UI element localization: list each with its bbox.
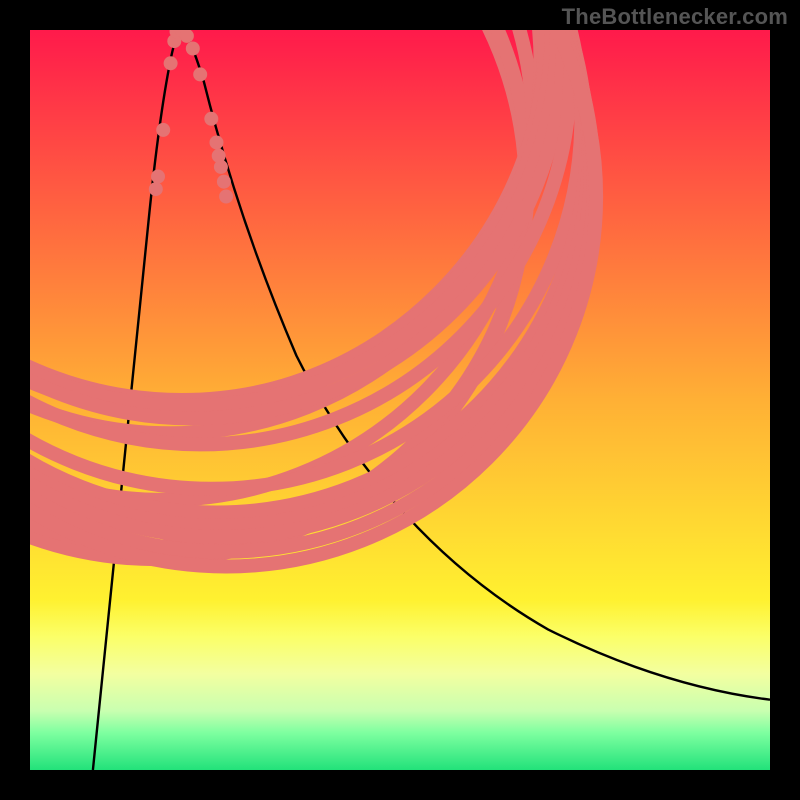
- plot-area: [30, 30, 770, 770]
- figure-outer: TheBottlenecker.com: [0, 0, 800, 800]
- markers-group: [149, 30, 233, 203]
- bottleneck-curve-svg: [30, 30, 770, 770]
- watermark-text: TheBottlenecker.com: [562, 4, 788, 30]
- marker-dot: [219, 190, 233, 204]
